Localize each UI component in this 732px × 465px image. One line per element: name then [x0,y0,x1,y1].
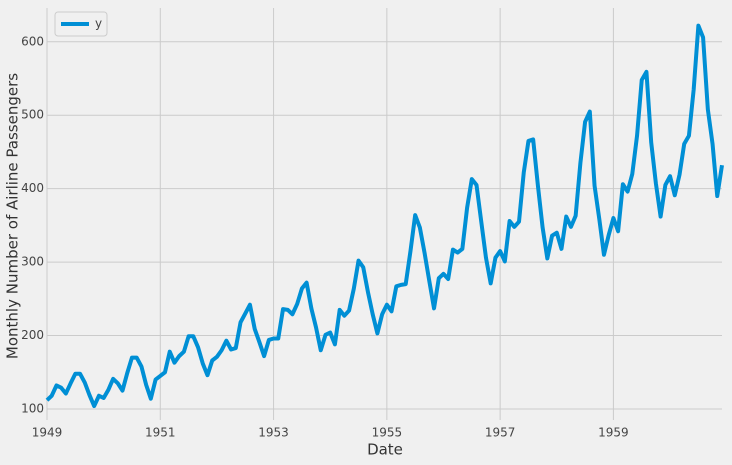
legend-label: y [95,17,102,31]
y-tick-label: 600 [21,34,44,48]
data-line [45,23,724,409]
x-axis-label: Date [367,441,403,459]
y-tick-label: 400 [21,181,44,195]
x-tick-label: 1959 [598,426,629,440]
x-tick-label: 1949 [32,426,63,440]
y-axis-label: Monthly Number of Airline Passengers [4,73,22,359]
y-tick-label: 500 [21,108,44,122]
y-tick-label: 300 [21,255,44,269]
x-tick-label: 1953 [258,426,289,440]
x-tick-label: 1957 [485,426,516,440]
y-tick-label: 200 [21,328,44,342]
x-tick-label: 1951 [145,426,176,440]
legend: y [54,11,108,37]
x-tick-label: 1955 [372,426,403,440]
y-tick-label: 100 [21,401,44,415]
